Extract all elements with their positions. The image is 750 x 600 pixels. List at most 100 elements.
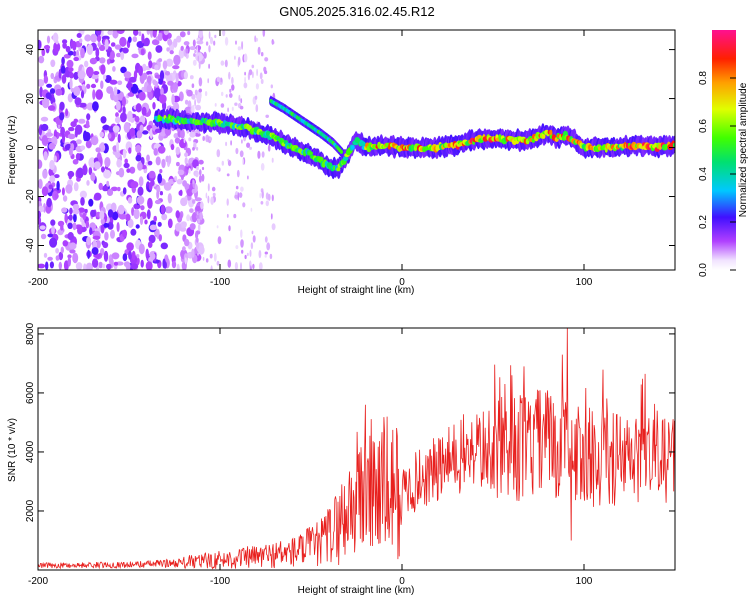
- noise-blob: [167, 218, 173, 229]
- noise-blob: [114, 44, 122, 50]
- faint-blob: [260, 163, 265, 171]
- spectrogram-x-tick-label: -100: [210, 277, 230, 288]
- noise-blob: [112, 125, 120, 133]
- noise-blob: [164, 206, 173, 214]
- noise-blob: [110, 42, 116, 47]
- noise-blob: [158, 234, 162, 242]
- noise-blob: [100, 116, 107, 124]
- noise-blob: [38, 55, 45, 64]
- noise-blob: [95, 47, 100, 58]
- faint-blob: [205, 258, 209, 263]
- faint-blob: [257, 150, 261, 159]
- faint-blob: [228, 71, 231, 80]
- noise-blob: [77, 226, 83, 235]
- colorbar-gradient: [712, 30, 736, 270]
- noise-blob: [117, 133, 121, 143]
- noise-blob: [76, 33, 82, 38]
- noise-blob: [106, 50, 111, 58]
- faint-blob: [192, 147, 195, 151]
- faint-blob: [237, 192, 240, 201]
- noise-blob: [136, 195, 145, 205]
- noise-blob: [167, 38, 173, 46]
- noise-blob: [160, 87, 164, 96]
- noise-blob: [67, 170, 75, 178]
- noise-blob: [180, 129, 185, 139]
- noise-blob: [73, 56, 79, 62]
- faint-blob: [235, 147, 239, 155]
- spectrogram-y-tick-label: 20: [25, 93, 36, 105]
- faint-blob: [250, 207, 253, 212]
- noise-blob: [110, 202, 117, 213]
- faint-blob: [194, 89, 198, 96]
- noise-blob: [75, 262, 83, 270]
- noise-blob: [110, 229, 115, 239]
- noise-blob: [69, 78, 73, 90]
- noise-blob: [152, 102, 156, 110]
- faint-blob: [211, 186, 216, 192]
- noise-blob: [65, 45, 71, 53]
- faint-blob: [191, 188, 196, 194]
- faint-blob: [204, 91, 208, 97]
- noise-blob: [84, 60, 89, 68]
- noise-blob: [38, 159, 43, 169]
- noise-blob: [86, 236, 92, 246]
- noise-blob: [102, 241, 109, 249]
- track-core: [308, 151, 313, 156]
- noise-blob: [106, 180, 110, 188]
- noise-blob: [198, 30, 203, 38]
- noise-blob: [163, 182, 172, 191]
- faint-blob: [265, 114, 270, 119]
- noise-blob: [116, 30, 125, 35]
- noise-blob: [67, 133, 76, 140]
- noise-blob: [92, 89, 96, 100]
- noise-blob: [129, 166, 136, 174]
- noise-blob: [127, 92, 135, 97]
- noise-blob: [165, 58, 174, 67]
- noise-blob: [95, 89, 103, 100]
- noise-blob: [117, 186, 121, 192]
- faint-blob: [230, 140, 232, 146]
- noise-blob: [135, 103, 142, 113]
- faint-blob: [258, 250, 262, 259]
- noise-blob: [195, 45, 202, 51]
- noise-blob: [176, 161, 180, 167]
- noise-blob: [153, 148, 158, 156]
- faint-blob: [196, 237, 199, 243]
- noise-blob: [55, 248, 59, 254]
- faint-blob: [242, 202, 246, 208]
- faint-blob: [240, 98, 243, 104]
- noise-blob: [90, 33, 98, 43]
- noise-blob: [130, 181, 139, 189]
- noise-blob: [65, 108, 69, 117]
- faint-blob: [247, 175, 249, 180]
- noise-blob: [42, 97, 50, 109]
- noise-blob: [152, 30, 157, 38]
- faint-blob: [249, 249, 252, 257]
- noise-blob: [92, 235, 101, 240]
- track-core: [549, 129, 553, 137]
- noise-blob: [148, 60, 153, 69]
- noise-blob: [145, 261, 153, 270]
- spectrogram-x-tick-label: 100: [576, 277, 593, 288]
- faint-blob: [240, 229, 243, 238]
- faint-blob: [237, 46, 242, 51]
- noise-blob: [49, 175, 56, 183]
- faint-blob: [216, 225, 219, 229]
- noise-blob: [72, 203, 80, 210]
- noise-blob: [194, 197, 202, 202]
- noise-blob: [109, 79, 118, 85]
- noise-blob: [73, 182, 79, 192]
- noise-blob: [101, 166, 105, 173]
- noise-blob: [128, 147, 132, 154]
- noise-blob: [115, 112, 119, 118]
- noise-blob: [132, 36, 138, 43]
- noise-blob: [46, 197, 52, 208]
- faint-blob: [196, 37, 201, 41]
- noise-blob: [117, 204, 125, 215]
- noise-blob: [70, 40, 77, 49]
- noise-blob: [62, 240, 69, 247]
- noise-blob: [54, 174, 60, 179]
- noise-blob: [131, 207, 135, 216]
- noise-blob: [104, 75, 112, 83]
- faint-blob: [242, 158, 244, 165]
